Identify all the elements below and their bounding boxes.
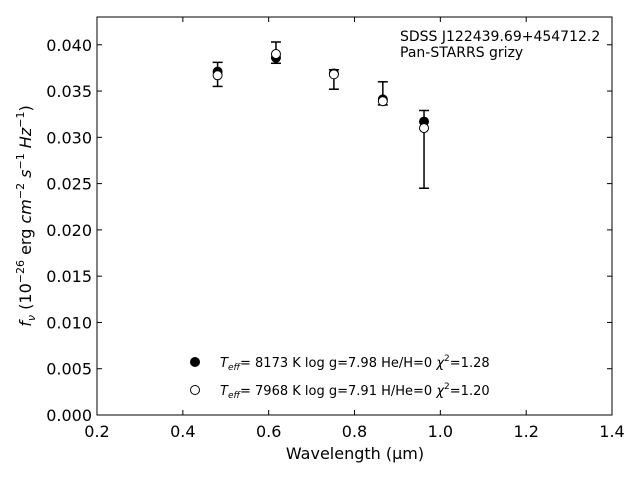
annotation-object-name: SDSS J122439.69+454712.2	[400, 29, 600, 45]
x-axis: 0.2 0.4 0.6 0.8 1.0 1.2 1.4	[84, 17, 625, 441]
svg-text:Teff= 7968 K log g=7.91 H/H: Teff= 7968 K log g=7.91 H/He=0 χ2=1.20	[220, 382, 490, 401]
legend-marker-open	[190, 385, 200, 395]
y-axis: 0.000 0.005 0.010 0.015 0.020 0.025 0.030 0.035…	[46, 36, 612, 425]
y-tick-label: 0.000	[46, 406, 92, 425]
data-point-open	[419, 123, 430, 134]
x-tick-label: 0.4	[170, 422, 195, 441]
x-tick-label: 1.2	[513, 422, 538, 441]
data-point-open	[212, 70, 223, 81]
data-point-open	[328, 69, 339, 80]
error-bars	[212, 41, 430, 189]
legend-teff-2: 7968 K	[255, 384, 301, 399]
data-point-open	[377, 96, 388, 107]
data-markers	[212, 49, 430, 134]
x-tick-label: 0.6	[256, 422, 281, 441]
legend-marker-filled	[190, 357, 200, 367]
legend-chi2-1: =1.28	[450, 356, 490, 371]
x-tick-label: 1.4	[599, 422, 624, 441]
x-tick-label: 0.2	[84, 422, 109, 441]
svg-text:fν (10−26 erg cm−2 s−1 Hz−1): fν (10−26 erg cm−2 s−1 Hz−1)	[14, 105, 38, 326]
legend-teff-1: 8173 K	[255, 356, 301, 371]
legend-comp-2: H/He=0	[381, 384, 432, 399]
legend-comp-1: He/H=0	[381, 356, 432, 371]
x-tick-label: 1.0	[428, 422, 453, 441]
y-tick-label: 0.025	[46, 175, 92, 194]
legend-logg-2: log g=7.91	[305, 384, 377, 399]
y-tick-label: 0.010	[46, 313, 92, 332]
x-axis-label: Wavelength (μm)	[286, 444, 424, 463]
annotation-survey: Pan-STARRS grizy	[400, 45, 523, 61]
data-point-open	[270, 49, 281, 60]
y-tick-label: 0.040	[46, 36, 92, 55]
y-axis-label: fν (10−26 erg cm−2 s−1 Hz−1)	[14, 105, 38, 326]
y-tick-label: 0.015	[46, 267, 92, 286]
svg-text:Teff= 8173 K log g=7.98 He/: Teff= 8173 K log g=7.98 He/H=0 χ2=1.28	[220, 354, 490, 373]
x-tick-label: 0.8	[342, 422, 367, 441]
legend-logg-1: log g=7.98	[305, 356, 377, 371]
y-tick-label: 0.005	[46, 360, 92, 379]
y-tick-label: 0.035	[46, 82, 92, 101]
legend: Teff= 8173 K log g=7.98 He/H=0 χ2=1.28 T…	[190, 354, 490, 401]
legend-chi2-2: =1.20	[450, 384, 490, 399]
y-tick-label: 0.030	[46, 128, 92, 147]
y-tick-label: 0.020	[46, 221, 92, 240]
